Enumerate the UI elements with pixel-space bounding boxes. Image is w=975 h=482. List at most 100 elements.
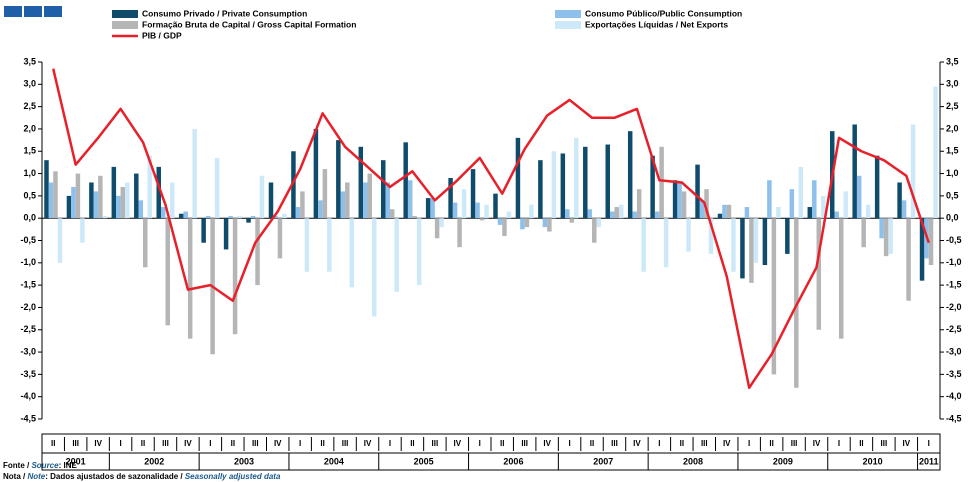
y2-tick-label: 3,5	[946, 56, 959, 66]
bar	[228, 215, 233, 219]
bar	[165, 218, 170, 326]
bar	[192, 128, 197, 219]
bar	[574, 137, 579, 219]
y2-tick-label: 1,5	[946, 146, 959, 156]
year-label: 2010	[863, 456, 883, 466]
bar	[919, 218, 925, 281]
legend-label: Consumo Público/Public Consumption	[585, 8, 742, 18]
bar	[394, 218, 399, 292]
bar	[865, 204, 871, 219]
bar	[856, 175, 862, 219]
bar	[389, 209, 395, 219]
y-tick-label: -1,0	[20, 257, 36, 267]
bar	[412, 215, 417, 219]
bar	[547, 218, 552, 232]
year-label: 2006	[503, 456, 523, 466]
bar	[120, 186, 126, 219]
bar	[143, 218, 148, 268]
x-tick-label: I	[479, 439, 481, 448]
bar	[479, 218, 485, 221]
y-tick-label: 2,0	[23, 123, 36, 133]
bar	[246, 218, 251, 223]
bar	[102, 215, 108, 219]
bar	[475, 202, 480, 219]
y-tick-label: 1,5	[23, 146, 36, 156]
logo	[24, 6, 42, 17]
y-tick-label: -1,5	[20, 280, 36, 290]
legend-swatch	[112, 21, 138, 29]
bar	[861, 218, 866, 248]
line	[52, 68, 930, 390]
bar	[98, 175, 103, 219]
legend-swatch	[555, 21, 581, 29]
x-tick-label: III	[521, 439, 528, 448]
bar	[250, 215, 256, 219]
bar	[583, 146, 588, 219]
y2-tick-label: -4,0	[946, 391, 962, 401]
x-tick-label: I	[748, 439, 750, 448]
bar	[551, 151, 557, 219]
year-label: 2005	[414, 456, 434, 466]
source-note: Fonte / Source: INE	[3, 461, 77, 470]
bar	[515, 137, 521, 219]
bar	[749, 218, 754, 283]
y-tick-label: -3,5	[20, 369, 36, 379]
logo	[4, 6, 22, 17]
bar	[529, 204, 534, 219]
x-tick-label: IV	[364, 439, 372, 448]
x-tick-label: II	[769, 439, 773, 448]
x-tick-label: IV	[543, 439, 551, 448]
bar	[327, 218, 332, 272]
y-tick-label: -3,0	[20, 346, 36, 356]
x-tick-label: I	[928, 439, 930, 448]
x-tick-label: IV	[723, 439, 731, 448]
y-tick-label: 0,0	[23, 213, 36, 223]
bar	[618, 204, 624, 219]
y2-tick-label: -1,5	[946, 280, 962, 290]
bar	[277, 218, 283, 259]
y-tick-label: 0,5	[23, 190, 36, 200]
bar	[641, 218, 646, 272]
bar	[282, 213, 287, 219]
x-tick-label: III	[252, 439, 259, 448]
bar	[901, 200, 907, 219]
bar	[816, 218, 822, 330]
x-tick-label: I	[299, 439, 301, 448]
bar	[717, 213, 723, 219]
y2-tick-label: -0,5	[946, 235, 962, 245]
bar	[933, 86, 938, 219]
year-label: 2008	[683, 456, 703, 466]
x-tick-label: III	[342, 439, 349, 448]
bar	[767, 180, 772, 219]
bar	[708, 218, 714, 254]
bar	[470, 169, 476, 219]
bar	[789, 189, 795, 219]
bar	[659, 146, 664, 219]
y-tick-label: -4,5	[20, 413, 36, 423]
bar	[497, 218, 503, 225]
bar	[372, 218, 377, 317]
x-tick-label: III	[72, 439, 79, 448]
bar	[502, 218, 507, 237]
legend-swatch	[555, 10, 581, 18]
bar	[268, 182, 274, 219]
x-tick-label: II	[141, 439, 145, 448]
bar	[834, 211, 839, 219]
bar	[147, 155, 153, 219]
bar	[300, 191, 305, 219]
x-tick-label: IV	[94, 439, 102, 448]
legend-label: PIB / GDP	[142, 30, 182, 40]
bar	[807, 207, 813, 219]
bar	[654, 211, 660, 219]
year-label: 2011	[919, 456, 939, 466]
x-tick-label: IV	[903, 439, 911, 448]
y-tick-label: -2,5	[20, 324, 36, 334]
bar	[753, 218, 759, 263]
bar	[838, 218, 844, 339]
x-axis-box	[41, 433, 941, 471]
bar	[821, 195, 826, 219]
bar	[798, 166, 804, 219]
bar	[71, 186, 76, 219]
bar	[686, 218, 691, 252]
bar	[313, 128, 319, 219]
